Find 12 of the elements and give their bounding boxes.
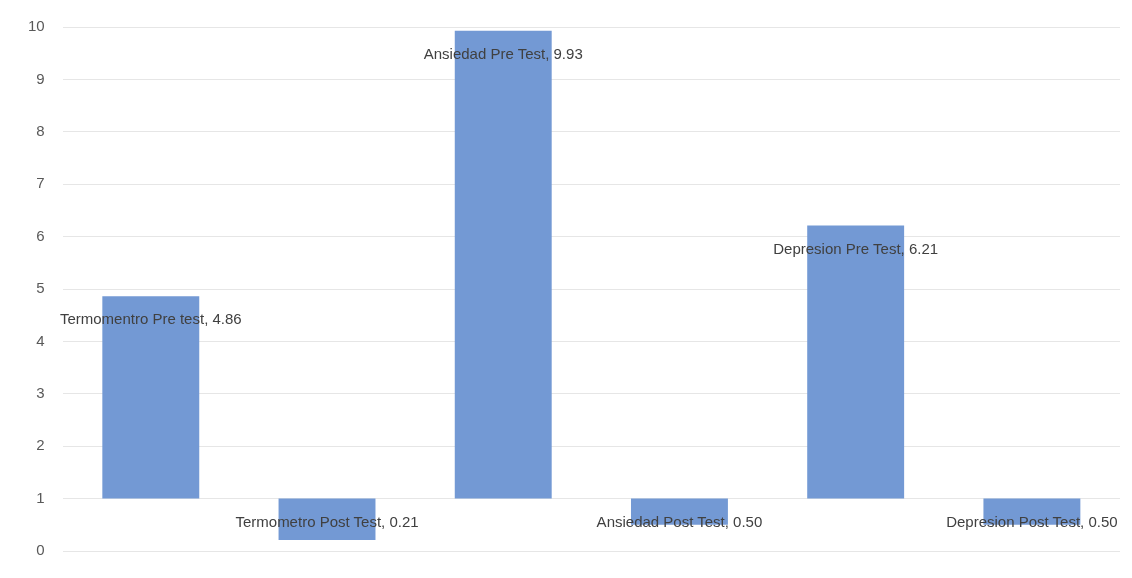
data-label: Ansiedad Pre Test, 9.93	[423, 44, 583, 62]
y-tick-label: 3	[36, 383, 45, 401]
y-tick-label: 9	[36, 69, 45, 87]
y-tick-label: 1	[36, 488, 45, 506]
y-tick-label: 10	[28, 17, 45, 35]
y-tick-label: 2	[36, 436, 45, 454]
y-tick-label: 7	[36, 174, 45, 192]
y-tick-label: 8	[36, 121, 45, 139]
y-tick-label: 0	[36, 541, 45, 559]
y-tick-label: 4	[36, 331, 45, 349]
y-tick-label: 5	[36, 279, 45, 297]
y-tick-label: 6	[36, 226, 45, 244]
